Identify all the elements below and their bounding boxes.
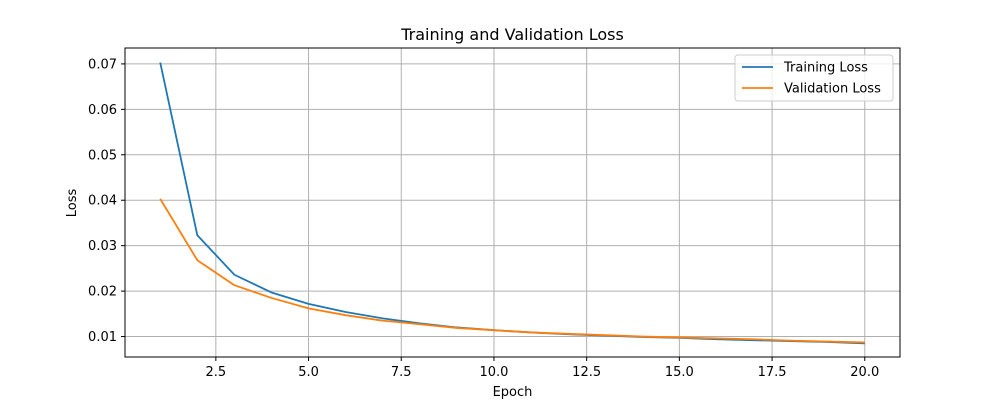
axis-ticks: 2.5 5.0 7.5 10.0 12.5 15.0 17.5 20.0 0.01 0.02 0.0…	[88, 57, 879, 380]
validation-loss-legend-label: Validation Loss	[784, 82, 881, 97]
validation-loss-line	[159, 198, 865, 344]
y-tick-label: 0.07	[88, 57, 117, 72]
x-tick-label: 5.0	[298, 365, 319, 380]
x-tick-label: 2.5	[206, 365, 227, 380]
legend: Training Loss Validation Loss	[734, 54, 894, 102]
y-axis-label: Loss	[65, 189, 80, 218]
plot-frame	[124, 47, 901, 358]
x-tick-label: 15.0	[665, 365, 694, 380]
y-tick-label: 0.01	[88, 330, 117, 345]
y-tick-label: 0.05	[88, 148, 117, 163]
y-tick-label: 0.04	[88, 194, 117, 209]
x-tick-label: 7.5	[391, 365, 412, 380]
training-loss-line	[159, 62, 865, 345]
y-tick-label: 0.03	[88, 239, 117, 254]
x-tick-label: 20.0	[850, 365, 879, 380]
grid	[125, 48, 900, 357]
x-axis-label: Epoch	[493, 385, 533, 400]
y-tick-label: 0.02	[88, 285, 117, 300]
x-tick-label: 10.0	[479, 365, 508, 380]
legend-box	[734, 54, 894, 102]
training-loss-legend-label: Training Loss	[783, 61, 868, 76]
series-lines	[159, 62, 865, 345]
x-tick-label: 17.5	[758, 365, 787, 380]
y-tick-label: 0.06	[88, 103, 117, 118]
chart-title: Training and Validation Loss	[400, 25, 624, 44]
x-tick-label: 12.5	[572, 365, 601, 380]
